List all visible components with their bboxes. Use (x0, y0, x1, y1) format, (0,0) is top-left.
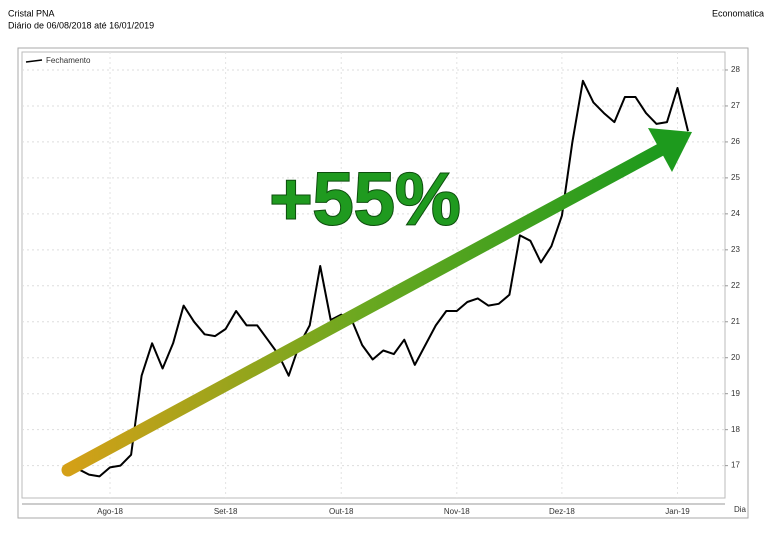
y-tick-label: 24 (731, 209, 740, 218)
frame (17, 47, 749, 519)
legend: Fechamento (25, 56, 91, 65)
x-tick-label: Jan-19 (665, 507, 690, 516)
x-tick-label: Dez-18 (549, 507, 575, 516)
chart-subtitle: Diário de 06/08/2018 até 16/01/2019 (8, 20, 154, 30)
y-tick-label: 23 (731, 245, 740, 254)
legend-swatch (25, 59, 43, 63)
arrow-shaft (61, 143, 667, 477)
y-tick-label: 18 (731, 425, 740, 434)
y-tick-label: 28 (731, 65, 740, 74)
y-tick-label: 17 (731, 461, 740, 470)
x-tick-label: Nov-18 (444, 507, 470, 516)
y-tick-label: 27 (731, 101, 740, 110)
arrow-head (648, 128, 692, 172)
x-axis-label: Dia (734, 505, 747, 514)
arrow (61, 128, 692, 477)
x-tick-label: Ago-18 (97, 507, 123, 516)
y-tick-label: 25 (731, 173, 740, 182)
x-tick-label: Set-18 (214, 507, 238, 516)
legend-label: Fechamento (46, 56, 91, 65)
y-tick-label: 26 (731, 137, 740, 146)
chart-title: Cristal PNA (8, 8, 55, 18)
y-tick-label: 22 (731, 281, 740, 290)
plot-area (21, 51, 726, 499)
x-tick-label: Out-18 (329, 507, 354, 516)
y-tick-label: 20 (731, 353, 740, 362)
y-tick-label: 21 (731, 317, 740, 326)
annotation: +55% (269, 158, 460, 241)
y-tick-label: 19 (731, 389, 740, 398)
source: Economatica (712, 8, 764, 18)
price-line (67, 79, 689, 478)
